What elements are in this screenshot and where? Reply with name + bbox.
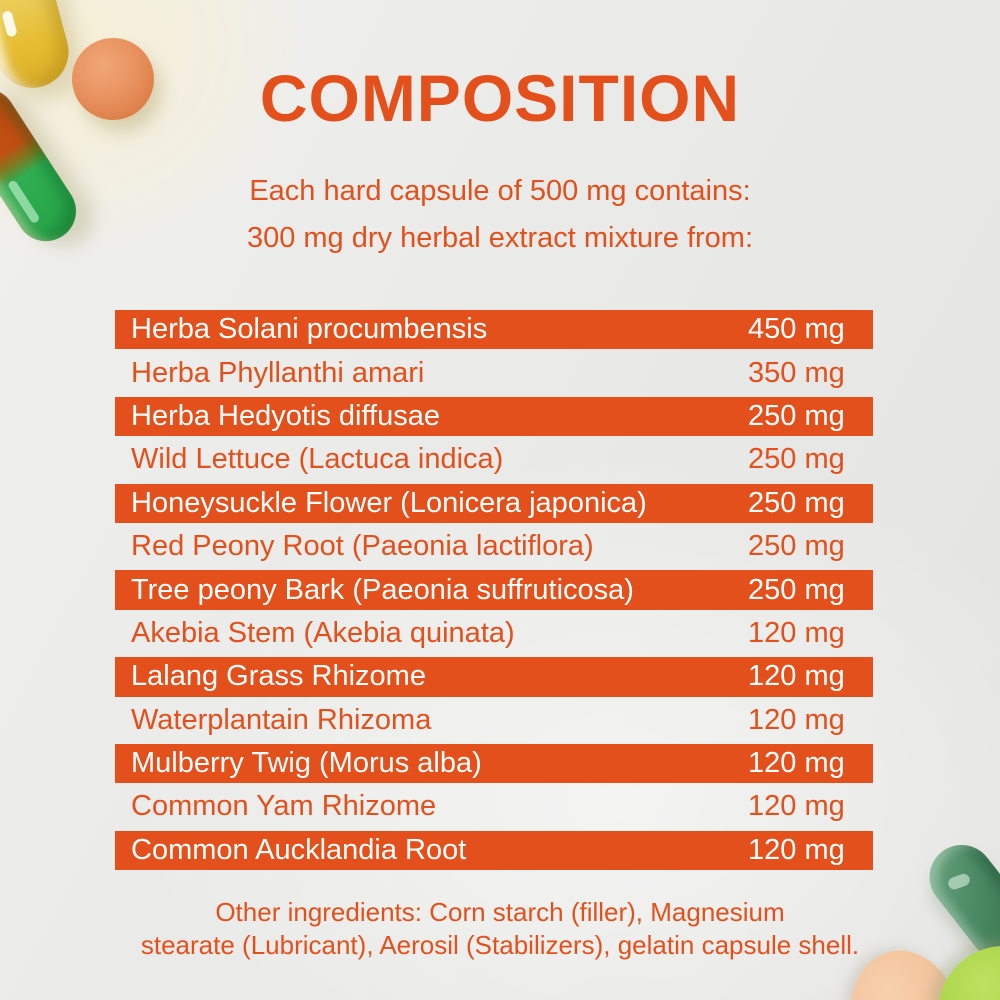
ingredient-name: Common Aucklandia Root xyxy=(131,833,467,866)
other-ingredients-note: Other ingredients: Corn starch (filler),… xyxy=(0,896,1000,962)
subtitle-line-1: Each hard capsule of 500 mg contains: xyxy=(249,175,751,207)
ingredient-amount: 120 mg xyxy=(748,790,845,823)
ingredient-row: Waterplantain Rhizoma 120 mg xyxy=(115,699,873,742)
ingredient-amount: 450 mg xyxy=(748,313,845,346)
ingredient-row: Lalang Grass Rhizome 120 mg xyxy=(115,655,873,698)
ingredient-amount: 120 mg xyxy=(748,703,845,736)
page-title: COMPOSITION xyxy=(259,61,741,135)
ingredient-name: Lalang Grass Rhizome xyxy=(131,660,426,693)
ingredient-row: Wild Lettuce (Lactuca indica) 250 mg xyxy=(115,438,873,481)
ingredient-name: Red Peony Root (Paeonia lactiflora) xyxy=(131,530,594,563)
ingredient-amount: 250 mg xyxy=(748,573,845,606)
ingredient-row: Akebia Stem (Akebia quinata) 120 mg xyxy=(115,612,873,655)
ingredient-row: Mulberry Twig (Morus alba) 120 mg xyxy=(115,742,873,785)
subtitle: Each hard capsule of 500 mg contains: 30… xyxy=(0,168,1000,262)
ingredient-name: Waterplantain Rhizoma xyxy=(131,703,432,736)
ingredient-name: Honeysuckle Flower (Lonicera japonica) xyxy=(131,486,647,519)
ingredient-name: Mulberry Twig (Morus alba) xyxy=(131,747,482,780)
ingredient-name: Common Yam Rhizome xyxy=(131,790,437,823)
ingredient-name: Tree peony Bark (Paeonia suffruticosa) xyxy=(131,573,634,606)
ingredient-name: Herba Hedyotis diffusae xyxy=(131,399,440,432)
ingredient-row: Herba Hedyotis diffusae 250 mg xyxy=(115,395,873,438)
ingredient-row: Herba Solani procumbensis 450 mg xyxy=(115,308,873,351)
other-ingredients-line-2: stearate (Lubricant), Aerosil (Stabilize… xyxy=(140,930,860,960)
subtitle-line-2: 300 mg dry herbal extract mixture from: xyxy=(246,222,754,254)
other-ingredients-line-1: Other ingredients: Corn starch (filler),… xyxy=(215,897,785,927)
ingredient-amount: 120 mg xyxy=(748,747,845,780)
ingredient-row: Common Yam Rhizome 120 mg xyxy=(115,785,873,828)
ingredient-name: Wild Lettuce (Lactuca indica) xyxy=(131,443,504,476)
ingredient-row: Tree peony Bark (Paeonia suffruticosa) 2… xyxy=(115,568,873,611)
ingredient-amount: 120 mg xyxy=(748,616,845,649)
ingredient-row: Herba Phyllanthi amari 350 mg xyxy=(115,351,873,394)
ingredient-row: Common Aucklandia Root 120 mg xyxy=(115,829,873,872)
ingredient-amount: 250 mg xyxy=(748,530,845,563)
ingredient-name: Herba Phyllanthi amari xyxy=(131,356,425,389)
orange-round-tablet-icon xyxy=(72,38,154,120)
ingredient-amount: 120 mg xyxy=(748,833,845,866)
ingredient-amount: 250 mg xyxy=(748,399,845,432)
ingredient-name: Akebia Stem (Akebia quinata) xyxy=(131,616,515,649)
ingredient-amount: 250 mg xyxy=(748,443,845,476)
ingredient-amount: 120 mg xyxy=(748,660,845,693)
ingredient-amount: 350 mg xyxy=(748,356,845,389)
ingredient-row: Red Peony Root (Paeonia lactiflora) 250 … xyxy=(115,525,873,568)
ingredient-name: Herba Solani procumbensis xyxy=(131,313,488,346)
ingredient-amount: 250 mg xyxy=(748,486,845,519)
ingredients-table: Herba Solani procumbensis 450 mg Herba P… xyxy=(115,308,873,872)
ingredient-row: Honeysuckle Flower (Lonicera japonica) 2… xyxy=(115,482,873,525)
